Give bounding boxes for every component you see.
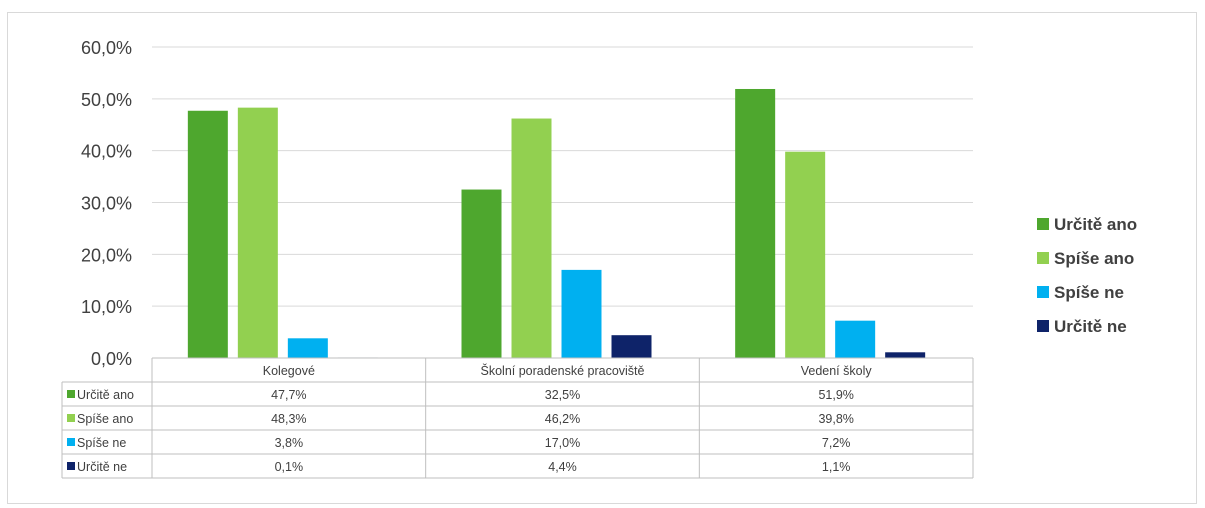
- bar: [511, 118, 552, 358]
- bar: [561, 269, 602, 358]
- table-cell: 17,0%: [545, 436, 580, 450]
- legend-label: Určitě ano: [1054, 215, 1137, 234]
- y-tick-label: 10,0%: [81, 297, 132, 317]
- legend-key: [1037, 218, 1049, 230]
- y-tick-label: 0,0%: [91, 349, 132, 369]
- y-tick-label: 30,0%: [81, 194, 132, 214]
- chart-frame: [7, 12, 1197, 504]
- y-tick-label: 40,0%: [81, 142, 132, 162]
- bar: [187, 110, 228, 358]
- table-legend-key: [67, 462, 75, 470]
- table-cell: 1,1%: [822, 460, 851, 474]
- legend-key: [1037, 252, 1049, 264]
- table-series-name: Spíše ne: [77, 436, 126, 450]
- bar: [611, 335, 652, 358]
- table-cell: 48,3%: [271, 412, 306, 426]
- table-cell: 39,8%: [818, 412, 853, 426]
- table-cell: 3,8%: [275, 436, 304, 450]
- legend-key: [1037, 286, 1049, 298]
- category-label: Školní poradenské pracoviště: [481, 363, 645, 378]
- table-cell: 32,5%: [545, 388, 580, 402]
- y-tick-label: 60,0%: [81, 38, 132, 58]
- bar: [785, 151, 826, 358]
- legend-label: Spíše ne: [1054, 283, 1124, 302]
- table-series-name: Určitě ne: [77, 460, 127, 474]
- table-series-name: Spíše ano: [77, 412, 133, 426]
- legend-label: Určitě ne: [1054, 317, 1127, 336]
- table-cell: 0,1%: [275, 460, 304, 474]
- bar: [287, 338, 328, 358]
- table-cell: 4,4%: [548, 460, 577, 474]
- table-cell: 51,9%: [818, 388, 853, 402]
- table-cell: 7,2%: [822, 436, 851, 450]
- legend-key: [1037, 320, 1049, 332]
- y-tick-label: 50,0%: [81, 90, 132, 110]
- y-tick-label: 20,0%: [81, 245, 132, 265]
- bar: [885, 352, 926, 358]
- table-legend-key: [67, 390, 75, 398]
- table-series-name: Určitě ano: [77, 388, 134, 402]
- bar: [735, 88, 776, 359]
- table-cell: 47,7%: [271, 388, 306, 402]
- legend-label: Spíše ano: [1054, 249, 1134, 268]
- table-cell: 46,2%: [545, 412, 580, 426]
- table-legend-key: [67, 438, 75, 446]
- table-legend-key: [67, 414, 75, 422]
- bar: [237, 107, 278, 359]
- category-label: Kolegové: [263, 364, 315, 378]
- bar: [835, 320, 876, 358]
- category-label: Vedení školy: [801, 364, 873, 378]
- bar: [461, 189, 502, 358]
